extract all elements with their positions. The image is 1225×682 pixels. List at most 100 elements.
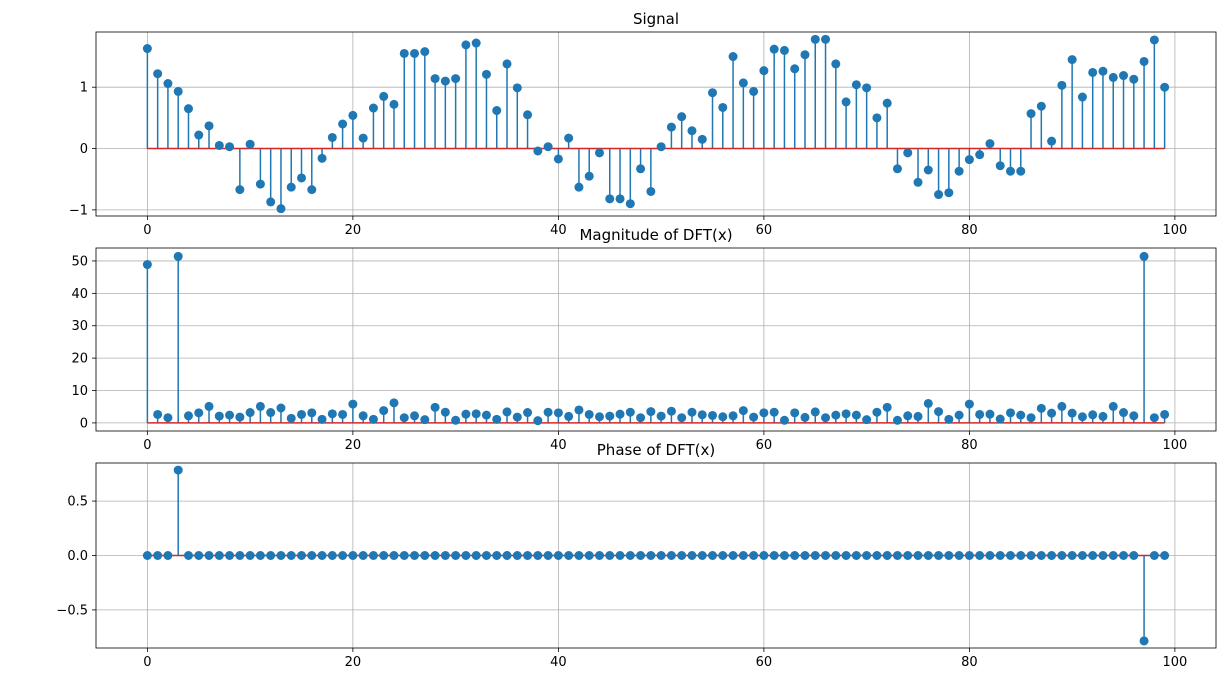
stem-marker: [163, 551, 173, 560]
stem-marker: [142, 551, 152, 560]
stem-marker: [481, 69, 491, 79]
stem-marker: [954, 410, 964, 420]
stem-marker: [821, 34, 831, 44]
stem-marker: [1047, 136, 1057, 146]
stem-marker: [759, 66, 769, 76]
stem-marker: [605, 411, 615, 421]
stem-marker: [399, 48, 409, 58]
stem-marker: [451, 551, 461, 560]
stem-marker: [934, 190, 944, 200]
stem-marker: [656, 411, 666, 421]
x-tick-label: 60: [756, 655, 773, 670]
stem-marker: [697, 551, 707, 560]
stem-marker: [882, 98, 892, 108]
y-tick-label: 0: [80, 142, 88, 157]
stem-marker: [800, 551, 810, 560]
stem-marker: [564, 551, 574, 560]
stem-marker: [430, 551, 440, 560]
stem-marker: [851, 410, 861, 420]
stem-marker: [1026, 109, 1036, 119]
stem-marker: [574, 405, 584, 415]
stem-marker: [779, 415, 789, 425]
stem-marker: [1016, 551, 1026, 560]
x-tick-label: 60: [756, 438, 773, 453]
stem-marker: [163, 413, 173, 423]
stem-marker: [574, 551, 584, 560]
stem-marker: [923, 398, 933, 408]
stem-marker: [276, 551, 286, 560]
stem-marker: [523, 551, 533, 560]
stem-marker: [769, 407, 779, 417]
stem-marker: [759, 551, 769, 560]
stem-marker: [1067, 551, 1077, 560]
stem-marker: [235, 412, 245, 422]
stem-marker: [512, 551, 522, 560]
stem-marker: [461, 409, 471, 419]
stem-marker: [862, 551, 872, 560]
stem-marker: [594, 148, 604, 158]
stem-marker: [358, 551, 368, 560]
stem-marker: [790, 64, 800, 74]
stem-marker: [903, 551, 913, 560]
y-tick-label: 1: [80, 81, 88, 96]
stem-marker: [625, 199, 635, 209]
stem-marker: [1067, 408, 1077, 418]
stem-marker: [769, 44, 779, 54]
stem-marker: [708, 88, 718, 98]
stem-marker: [605, 551, 615, 560]
stem-marker: [553, 551, 563, 560]
stem-marker: [1005, 551, 1015, 560]
stem-marker: [1077, 412, 1087, 422]
stem-marker: [759, 408, 769, 418]
stem-marker: [862, 415, 872, 425]
stem-marker: [944, 188, 954, 198]
x-tick-label: 0: [143, 223, 151, 238]
dft-magnitude-subplot: 0 20 40 60 80 100 0 10 20 30 40 50 Magnitude of DFT(…: [71, 226, 1217, 453]
stem-marker: [481, 410, 491, 420]
stem-marker: [985, 551, 995, 560]
stem-marker: [666, 551, 676, 560]
stem-marker: [430, 402, 440, 412]
stem-marker: [1077, 551, 1087, 560]
stem-marker: [892, 415, 902, 425]
y-tick-label: 30: [71, 319, 88, 334]
stem-marker: [749, 412, 759, 422]
stem-marker: [779, 45, 789, 55]
stem-marker: [1047, 408, 1057, 418]
stem-marker: [1139, 56, 1149, 66]
stem-marker: [451, 74, 461, 84]
stem-marker: [1005, 166, 1015, 176]
stem-marker: [266, 408, 276, 418]
stem-marker: [954, 166, 964, 176]
stem-marker: [153, 551, 163, 560]
dft-phase-subplot: 0 20 40 60 80 100 −0.5 0.0 0.5 Phase of DFT(x): [56, 441, 1217, 670]
stem-marker: [677, 413, 687, 423]
x-tick-label: 80: [961, 438, 978, 453]
stem-marker: [194, 408, 204, 418]
stem-marker: [399, 413, 409, 423]
stem-marker: [307, 408, 317, 418]
stem-marker: [297, 173, 307, 183]
stem-marker: [553, 154, 563, 164]
stem-marker: [492, 106, 502, 116]
stem-marker: [564, 411, 574, 421]
stem-marker: [512, 412, 522, 422]
stem-marker: [235, 185, 245, 195]
stem-marker: [954, 551, 964, 560]
stem-marker: [1026, 413, 1036, 423]
stem-marker: [533, 146, 543, 156]
stem-marker: [1016, 166, 1026, 176]
stem-marker: [810, 407, 820, 417]
stem-marker: [975, 551, 985, 560]
stem-marker: [615, 194, 625, 204]
stem-marker: [1088, 551, 1098, 560]
stem-marker: [225, 551, 235, 560]
stem-marker: [245, 551, 255, 560]
y-tick-label: 0.5: [67, 495, 88, 510]
stem-marker: [594, 412, 604, 422]
stem-marker: [574, 182, 584, 192]
stem-marker: [697, 410, 707, 420]
stem-marker: [142, 44, 152, 54]
stem-marker: [214, 551, 224, 560]
